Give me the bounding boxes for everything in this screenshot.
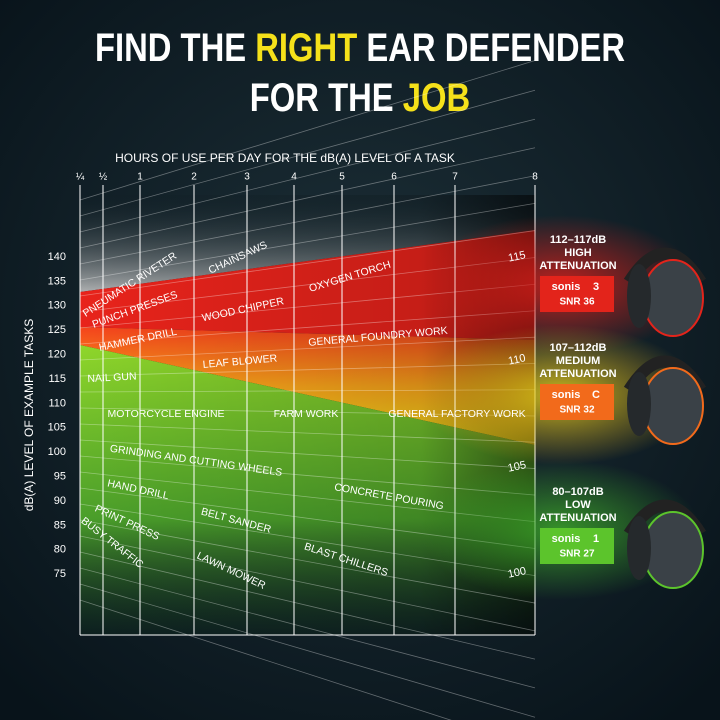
title-text: FIND THE: [95, 24, 246, 69]
y-tick-label: 75: [54, 568, 66, 580]
x-tick-label: 2: [191, 172, 197, 183]
y-tick-label: 110: [48, 397, 66, 409]
product-badge: [540, 528, 614, 564]
title-highlight: RIGHT: [255, 24, 357, 69]
y-tick-label: 125: [48, 324, 66, 336]
product-attenuation: ATTENUATION: [539, 368, 616, 380]
scale-label: 105: [507, 459, 527, 475]
y-tick-label: 140: [48, 251, 66, 263]
snr-label: SNR 27: [559, 549, 594, 560]
product-range: 80–107dB: [552, 486, 603, 498]
fan-line: [79, 583, 536, 718]
fan-lines: [79, 60, 536, 720]
fan-line: [79, 336, 536, 361]
x-tick-label: 5: [339, 172, 345, 183]
x-tick-label: ¼: [76, 171, 85, 183]
fan-line: [79, 599, 452, 720]
x-tick-label: 6: [391, 172, 397, 183]
brand-model: C: [592, 389, 600, 401]
brand-model: 3: [593, 281, 599, 293]
product-attenuation: ATTENUATION: [539, 260, 616, 272]
x-tick-label: ½: [99, 172, 108, 183]
ear-cup-back: [627, 516, 651, 580]
product-level: LOW: [565, 499, 591, 511]
y-axis-label: dB(A) LEVEL OF EXAMPLE TASKS: [22, 319, 36, 512]
fan-line: [79, 439, 536, 469]
y-tick-label: 90: [54, 495, 66, 507]
scale-label: 115: [507, 249, 527, 264]
y-tick-label: 130: [48, 300, 66, 312]
task-label: FARM WORK: [274, 408, 339, 420]
fan-line: [79, 147, 536, 249]
x-tick-label: 4: [291, 172, 297, 183]
product-badge: [540, 384, 614, 420]
y-tick-label: 120: [48, 349, 66, 361]
product-level: MEDIUM: [556, 355, 601, 367]
y-tick-label: 85: [54, 519, 66, 531]
snr-label: SNR 32: [559, 405, 594, 416]
fan-line: [79, 535, 536, 632]
title-text: EAR DEFENDER: [366, 24, 625, 69]
y-tick-label: 105: [48, 422, 66, 434]
brand-name: sonis: [552, 533, 581, 545]
title-highlight: JOB: [403, 74, 470, 119]
brand-name: sonis: [552, 281, 581, 293]
product-range: 107–112dB: [550, 342, 607, 354]
fan-line: [79, 519, 536, 604]
fan-line: [79, 567, 536, 689]
product-level: HIGH: [564, 247, 592, 259]
fan-line: [79, 60, 536, 201]
product-attenuation: ATTENUATION: [539, 512, 616, 524]
x-axis-label: HOURS OF USE PER DAY FOR THE dB(A) LEVEL…: [115, 151, 455, 165]
title-text: FOR THE: [250, 74, 394, 119]
task-label: MOTORCYCLE ENGINE: [107, 408, 224, 420]
x-tick-label: 3: [244, 172, 250, 183]
y-tick-label: 100: [48, 446, 66, 458]
x-tick-label: 7: [452, 172, 458, 183]
svg-text:FIND THE RIGHT EAR DEFENDER: FIND THE RIGHT EAR DEFENDER: [95, 24, 625, 69]
fan-line: [79, 175, 536, 265]
title: FIND THE RIGHT EAR DEFENDER FOR THE JOB: [95, 24, 625, 119]
y-tick-label: 80: [54, 544, 66, 556]
y-tick-label: 95: [54, 471, 66, 483]
ear-cup-back: [627, 372, 651, 436]
ear-cup: [642, 367, 704, 445]
ear-cup: [642, 259, 704, 337]
product-range: 112–117dB: [550, 234, 606, 246]
fan-line: [79, 118, 536, 233]
scale-label: 100: [507, 565, 527, 581]
fan-line: [79, 551, 536, 660]
ear-cup: [642, 511, 704, 589]
scale-label: 110: [507, 352, 527, 367]
task-label: NAIL GUN: [87, 371, 137, 386]
x-tick-label: 8: [532, 172, 538, 183]
task-label: GENERAL FACTORY WORK: [388, 408, 525, 420]
x-tick-label: 1: [137, 172, 143, 183]
ear-cup-back: [627, 264, 651, 328]
brand-model: 1: [593, 533, 599, 545]
y-tick-label: 115: [48, 373, 66, 385]
product-badge: [540, 276, 614, 312]
brand-name: sonis: [552, 389, 581, 401]
y-tick-label: 135: [48, 275, 66, 287]
fan-line: [79, 202, 536, 281]
svg-text:FOR THE JOB: FOR THE JOB: [250, 74, 470, 119]
snr-label: SNR 36: [559, 297, 594, 308]
fan-line: [79, 89, 536, 217]
